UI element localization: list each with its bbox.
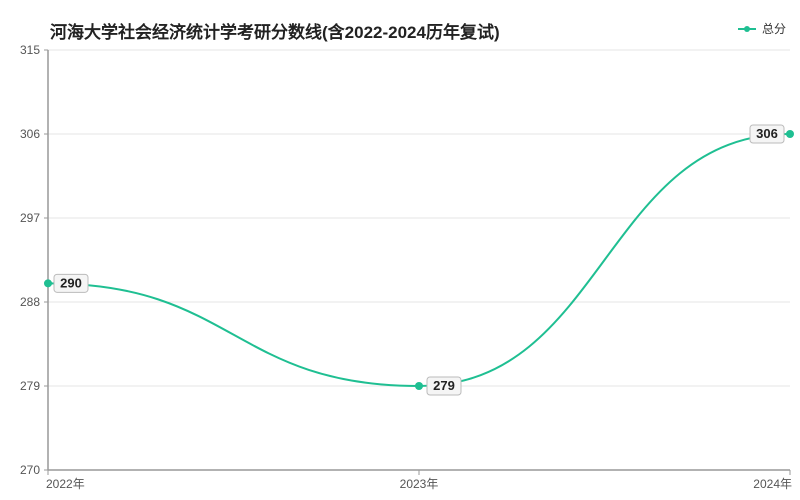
svg-text:315: 315 <box>20 43 40 57</box>
svg-text:297: 297 <box>20 211 40 225</box>
svg-text:279: 279 <box>433 378 455 393</box>
svg-text:270: 270 <box>20 463 40 477</box>
chart-container: 河海大学社会经济统计学考研分数线(含2022-2024历年复试) 总分 2702… <box>0 0 800 500</box>
chart-svg: 270 279 288 297 306 315 2022年 2023年 2024年 290 279 3… <box>0 0 800 500</box>
svg-text:290: 290 <box>60 275 82 290</box>
svg-text:2023年: 2023年 <box>400 477 439 491</box>
svg-text:306: 306 <box>756 126 778 141</box>
svg-text:279: 279 <box>20 379 40 393</box>
svg-text:2022年: 2022年 <box>46 477 85 491</box>
svg-text:306: 306 <box>20 127 40 141</box>
svg-text:288: 288 <box>20 295 40 309</box>
svg-text:2024年: 2024年 <box>753 477 792 491</box>
